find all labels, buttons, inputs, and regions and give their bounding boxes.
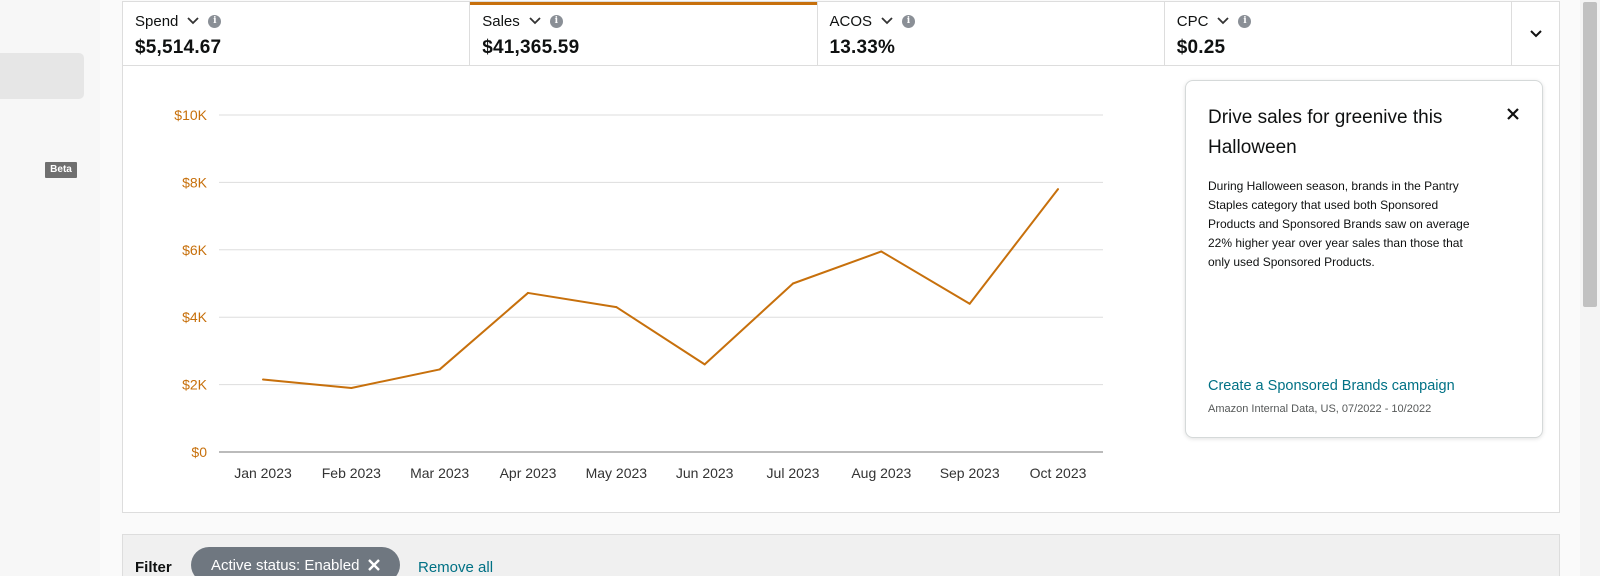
x-tick-label: Apr 2023 — [500, 465, 557, 481]
x-tick-label: Sep 2023 — [940, 465, 1000, 481]
metric-label: CPC — [1176, 12, 1209, 30]
promo-card: Drive sales for greenive this Halloween … — [1185, 80, 1543, 438]
sidebar-nav-item[interactable] — [0, 53, 84, 99]
x-tick-label: Jul 2023 — [767, 465, 820, 481]
info-icon[interactable]: i — [902, 14, 916, 28]
data-point[interactable] — [615, 306, 618, 309]
chevron-down-icon[interactable] — [528, 14, 542, 28]
metric-value: $41,365.59 — [482, 37, 580, 58]
promo-source: Amazon Internal Data, US, 07/2022 - 10/2… — [1208, 403, 1432, 415]
y-tick-label: $0 — [191, 444, 207, 460]
y-tick-label: $10K — [174, 107, 207, 123]
metric-tile-cpc[interactable]: CPC i $0.25 — [1165, 2, 1512, 65]
filter-chip-active-status[interactable]: Active status: Enabled — [191, 547, 401, 576]
data-point[interactable] — [438, 368, 441, 371]
filter-bar: Filter Active status: Enabled Remove all — [122, 534, 1560, 576]
data-point[interactable] — [880, 250, 883, 253]
metric-tile-spend[interactable]: Spend i $5,514.67 — [123, 2, 471, 65]
promo-title: Drive sales for greenive this Halloween — [1208, 107, 1443, 158]
close-icon[interactable] — [368, 559, 381, 571]
filter-chip-label: Active status: Enabled — [211, 556, 360, 574]
close-icon[interactable] — [1502, 103, 1524, 125]
metric-value: $0.25 — [1176, 37, 1226, 58]
scrollbar-thumb[interactable] — [1583, 2, 1597, 307]
data-point[interactable] — [262, 378, 264, 381]
chevron-down-icon[interactable] — [880, 14, 894, 28]
x-tick-label: May 2023 — [586, 465, 648, 481]
x-tick-label: Jan 2023 — [234, 465, 292, 481]
metric-value: 13.33% — [829, 37, 896, 58]
info-icon[interactable]: i — [208, 14, 222, 28]
chevron-down-icon[interactable] — [1216, 14, 1230, 28]
chevron-down-icon — [1530, 29, 1542, 37]
metric-label: ACOS — [829, 12, 873, 30]
data-point[interactable] — [792, 282, 794, 285]
data-point[interactable] — [968, 302, 971, 305]
metrics-row: Spend i $5,514.67 Sales i $41,365.59 ACO… — [123, 2, 1512, 66]
promo-body: During Halloween season, brands in the P… — [1208, 179, 1470, 269]
info-icon[interactable]: i — [1238, 14, 1252, 28]
performance-panel: Spend i $5,514.67 Sales i $41,365.59 ACO… — [122, 1, 1560, 513]
data-point[interactable] — [703, 363, 706, 366]
beta-badge: Beta — [45, 162, 77, 178]
y-tick-label: $2K — [182, 377, 208, 393]
data-point[interactable] — [350, 386, 353, 389]
remove-all-link[interactable]: Remove all — [418, 559, 494, 576]
x-tick-label: Aug 2023 — [851, 465, 911, 481]
create-sponsored-brands-link[interactable]: Create a Sponsored Brands campaign — [1208, 378, 1455, 394]
metric-tile-sales[interactable]: Sales i $41,365.59 — [470, 2, 818, 65]
metric-label: Spend — [135, 12, 179, 30]
y-tick-label: $4K — [182, 309, 208, 325]
expand-metrics-button[interactable] — [1512, 2, 1560, 66]
x-tick-label: Feb 2023 — [322, 465, 381, 481]
sales-series-line — [262, 188, 1059, 389]
chevron-down-icon[interactable] — [186, 14, 200, 28]
metric-tile-acos[interactable]: ACOS i 13.33% — [818, 2, 1165, 65]
metric-label: Sales — [482, 12, 520, 30]
filter-label: Filter — [135, 559, 172, 576]
data-point[interactable] — [527, 291, 529, 294]
sales-line-chart: $0 $2K $4K $6K $8K $10K Jan 2023 Feb 2023 Mar 20… — [174, 107, 1103, 481]
y-tick-label: $8K — [182, 174, 208, 190]
x-tick-label: Oct 2023 — [1030, 465, 1087, 481]
x-tick-label: Jun 2023 — [676, 465, 734, 481]
data-point[interactable] — [1057, 188, 1059, 191]
info-icon[interactable]: i — [549, 14, 563, 28]
metric-value: $5,514.67 — [135, 37, 222, 58]
left-sidebar: Beta — [0, 0, 100, 576]
x-tick-label: Mar 2023 — [410, 465, 469, 481]
y-tick-label: $6K — [182, 242, 208, 258]
